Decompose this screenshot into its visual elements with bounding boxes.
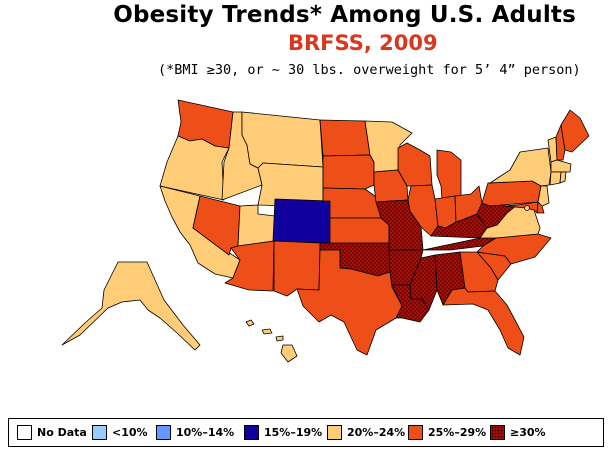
legend-swatch [408,425,423,440]
state-nh [555,124,566,161]
state-nj [537,185,550,208]
state-fl [442,287,525,356]
state-or [159,135,230,201]
state-in [434,195,457,229]
state-nd [319,119,371,157]
legend-label: 15%–19% [264,426,323,439]
state-nm [273,240,321,297]
state-ma [550,159,572,173]
legend-label: No Data [37,426,87,439]
legend-swatch [244,425,259,440]
state-ny [487,147,552,187]
legend-label: 10%–14% [176,426,235,439]
state-ks [329,217,390,247]
state-hi [245,319,298,363]
legend-item: 20%–24% [327,425,405,440]
state-me [560,109,590,153]
map-subtitle: BRFSS, 2009 [288,31,438,55]
state-ne [322,187,382,219]
legend-item: ≥30% [490,425,546,440]
legend-label: 25%–29% [428,426,487,439]
legend-label: 20%–24% [347,426,406,439]
state-ak [61,261,201,351]
legend-swatch [156,425,171,440]
state-tx [296,249,403,356]
legend-swatch [92,425,107,440]
bmi-footnote: (*BMI ≥30, or ~ 30 lbs. overweight for 5… [158,62,581,78]
legend-swatch [490,425,505,440]
state-pa [481,180,542,207]
legend: No Data <10% 10%–14% 15%–19% 20%–24% 25%–29% ≥… [8,418,604,447]
state-ct [549,171,562,186]
us-obesity-map [61,99,590,363]
state-dc [524,205,530,211]
state-mi [436,149,462,200]
state-wi [397,142,433,187]
legend-item: 15%–19% [244,425,322,440]
legend-item: No Data [17,425,87,440]
legend-item: <10% [92,425,148,440]
map-title: Obesity Trends* Among U.S. Adults [113,2,576,28]
state-mt [241,111,324,169]
legend-label: ≥30% [510,426,546,439]
state-sd [322,154,375,190]
legend-swatch [17,425,32,440]
state-ut [237,204,276,247]
legend-item: 10%–14% [156,425,234,440]
state-ri [559,171,567,184]
legend-item: 25%–29% [408,425,486,440]
legend-swatch [327,425,342,440]
state-co [272,198,331,244]
legend-label: <10% [112,426,148,439]
